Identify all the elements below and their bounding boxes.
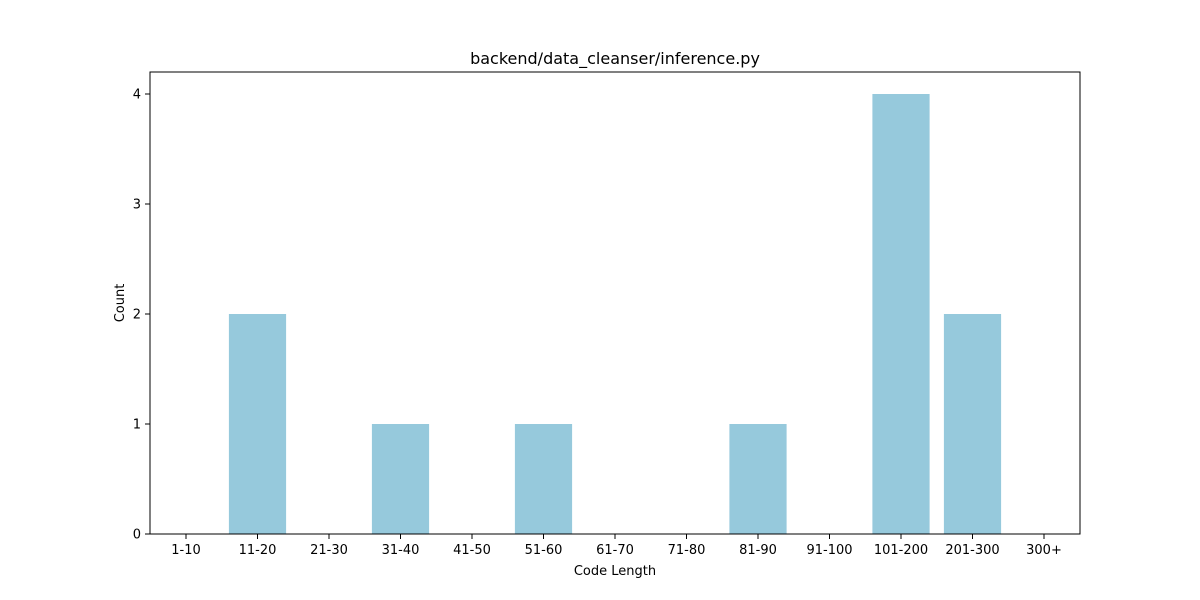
x-tick-label: 11-20: [239, 543, 277, 558]
x-tick-label: 71-80: [668, 543, 706, 558]
x-axis-label: Code Length: [574, 564, 656, 579]
x-tick-label: 51-60: [525, 543, 563, 558]
x-tick-label: 31-40: [382, 543, 420, 558]
x-tick-label: 41-50: [453, 543, 491, 558]
chart-title: backend/data_cleanser/inference.py: [470, 49, 760, 69]
x-tick-label: 91-100: [806, 543, 852, 558]
bar-101-200: [872, 94, 930, 534]
plot-area-frame: [149, 71, 1081, 535]
x-tick-label: 101-200: [874, 543, 928, 558]
y-tick-label: 3: [133, 198, 141, 213]
y-tick-label: 4: [133, 88, 141, 103]
bar-81-90: [729, 424, 787, 534]
x-tick-label: 21-30: [310, 543, 348, 558]
bar-11-20: [228, 314, 287, 534]
y-tick-label: 2: [133, 308, 141, 323]
x-tick-label: 61-70: [596, 543, 634, 558]
y-tick-label: 0: [133, 528, 141, 543]
y-tick-label: 1: [133, 418, 141, 433]
bars-layer: [228, 94, 1002, 534]
x-tick-label: 201-300: [945, 543, 999, 558]
ticks-layer: 1-10 11-20 21-30 31-40 41-50 51-60 61-70 71-80 8…: [133, 88, 1062, 559]
bar-31-40: [371, 424, 430, 534]
x-tick-label: 81-90: [739, 543, 777, 558]
bar-51-60: [514, 424, 573, 534]
x-tick-label: 1-10: [171, 543, 201, 558]
y-axis-label: Count: [113, 284, 128, 323]
bar-201-300: [943, 314, 1002, 534]
x-tick-label: 300+: [1026, 543, 1062, 558]
